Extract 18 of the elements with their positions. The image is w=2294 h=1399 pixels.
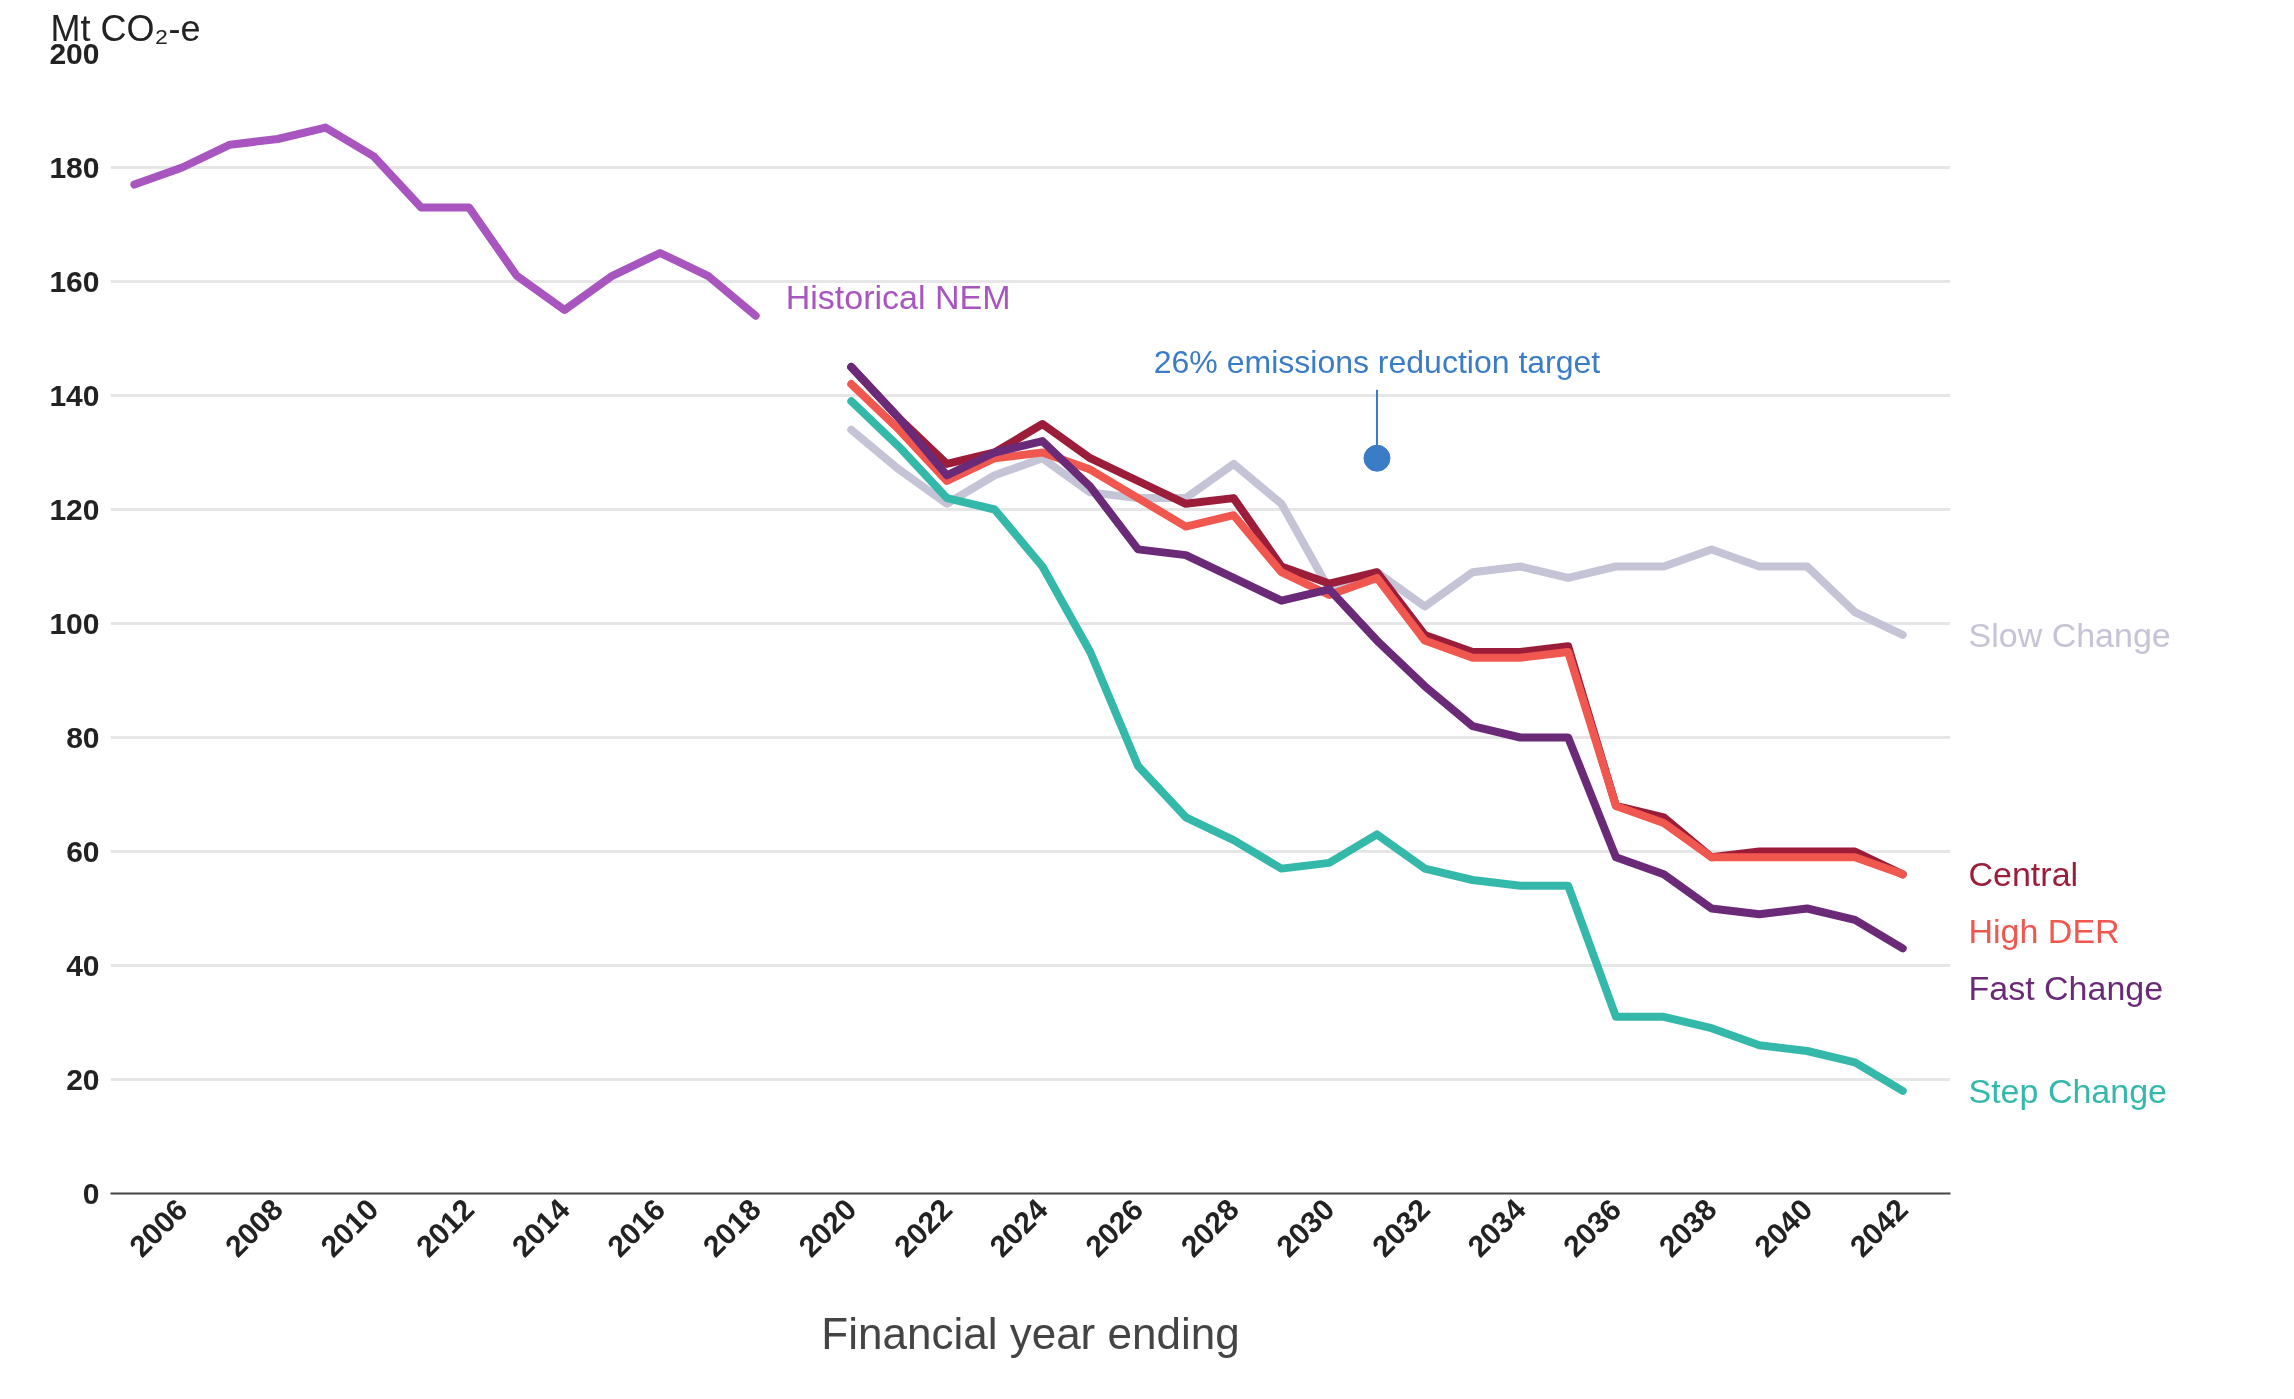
series-label: Historical NEM [785,277,1011,316]
y-tick-label: 140 [49,378,100,412]
text: Fast Change [1968,969,2164,1008]
annotation: 26% emissions reduction target [1153,343,1601,380]
y-tick-label: 120 [49,492,100,526]
series-label: Central [1968,855,2079,894]
y-tick-label: 180 [49,150,100,184]
y-tick-label: 80 [66,720,100,754]
text: High DER [1968,912,2120,951]
y-tick-label: 160 [49,264,100,298]
series-label: Slow Change [1968,615,2171,654]
y-tick-label: 20 [66,1062,100,1096]
series-label: Step Change [1968,1071,2167,1110]
y-tick-label: 60 [66,834,100,868]
y-tick-label: 0 [82,1176,100,1210]
y-tick-label: 40 [66,948,100,982]
y-tick-label: 100 [49,606,100,640]
x-axis-title: Financial year ending [821,1308,1240,1358]
